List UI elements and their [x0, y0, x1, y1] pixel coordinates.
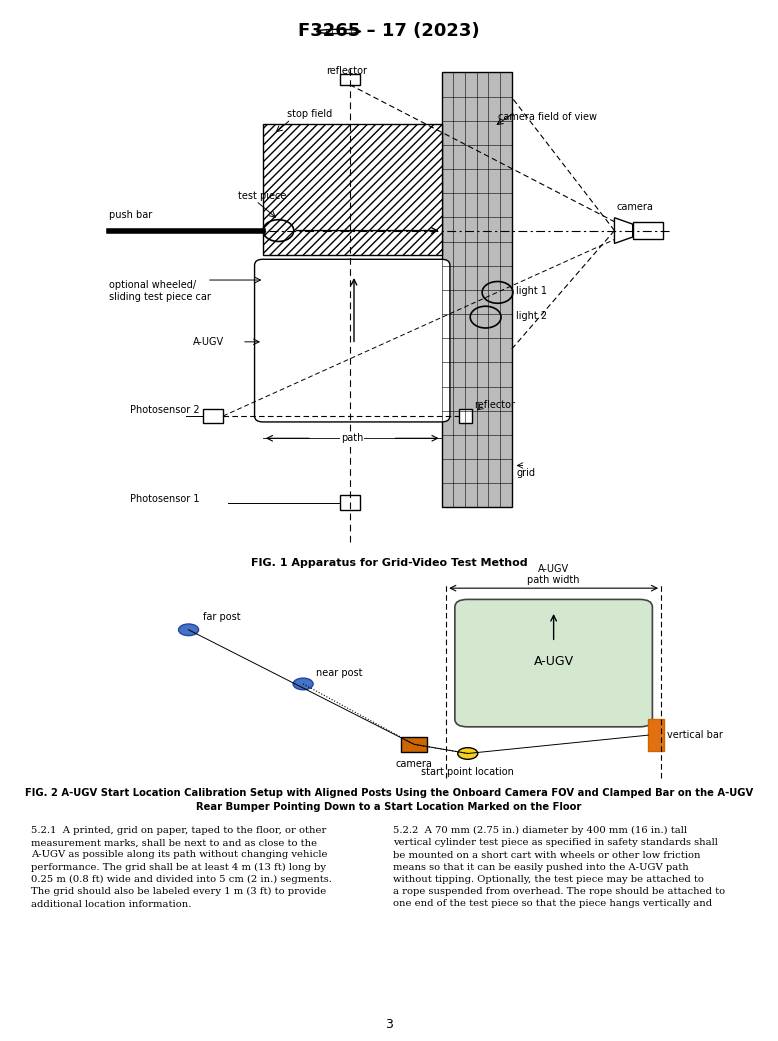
Text: push bar: push bar — [109, 209, 152, 220]
Text: start point location: start point location — [422, 767, 514, 778]
Polygon shape — [615, 218, 633, 244]
Circle shape — [457, 747, 478, 759]
Bar — [263, 124, 442, 255]
Bar — [442, 72, 512, 507]
Text: light 1: light 1 — [517, 286, 548, 296]
Text: FIG. 2 A-UGV Start Location Calibration Setup with Aligned Posts Using the Onboa: FIG. 2 A-UGV Start Location Calibration … — [25, 788, 753, 812]
Text: 5.2.1  A printed, grid on paper, taped to the floor, or other
measurement marks,: 5.2.1 A printed, grid on paper, taped to… — [31, 827, 332, 909]
Text: Photosensor 1: Photosensor 1 — [130, 493, 199, 504]
Bar — [204, 408, 223, 424]
Text: reflector: reflector — [326, 67, 367, 76]
Text: Photosensor 2: Photosensor 2 — [130, 405, 199, 415]
Text: reflector: reflector — [475, 400, 515, 410]
Text: F3265 – 17 (2023): F3265 – 17 (2023) — [298, 23, 480, 41]
Text: 5.2.2  A 70 mm (2.75 in.) diameter by 400 mm (16 in.) tall
vertical cylinder tes: 5.2.2 A 70 mm (2.75 in.) diameter by 400… — [393, 827, 724, 908]
Text: far post: far post — [203, 612, 240, 623]
Text: A-UGV: A-UGV — [193, 337, 224, 347]
Text: camera field of view: camera field of view — [498, 112, 597, 122]
Text: optional wheeled/
sliding test piece car: optional wheeled/ sliding test piece car — [109, 280, 211, 303]
FancyBboxPatch shape — [254, 259, 450, 422]
Text: path: path — [341, 433, 363, 443]
Bar — [401, 737, 427, 752]
Text: vertical bar: vertical bar — [667, 730, 723, 740]
Text: camera: camera — [396, 759, 433, 769]
Text: A-UGV: A-UGV — [534, 655, 573, 667]
Text: grid: grid — [517, 467, 535, 478]
Text: camera: camera — [616, 202, 654, 211]
Text: test piece: test piece — [239, 191, 287, 201]
Text: near post: near post — [316, 667, 363, 678]
Bar — [340, 74, 359, 84]
Bar — [648, 719, 664, 751]
Text: stop field: stop field — [288, 109, 333, 120]
Text: A-UGV
path width: A-UGV path width — [527, 563, 580, 585]
FancyBboxPatch shape — [455, 600, 653, 727]
Bar — [459, 408, 471, 424]
Text: light 2: light 2 — [517, 310, 548, 321]
Bar — [340, 496, 359, 510]
Circle shape — [293, 678, 313, 690]
Bar — [633, 222, 664, 239]
Text: 3: 3 — [385, 1018, 393, 1031]
Text: FIG. 1 Apparatus for Grid-Video Test Method: FIG. 1 Apparatus for Grid-Video Test Met… — [251, 558, 527, 568]
Circle shape — [179, 624, 198, 636]
